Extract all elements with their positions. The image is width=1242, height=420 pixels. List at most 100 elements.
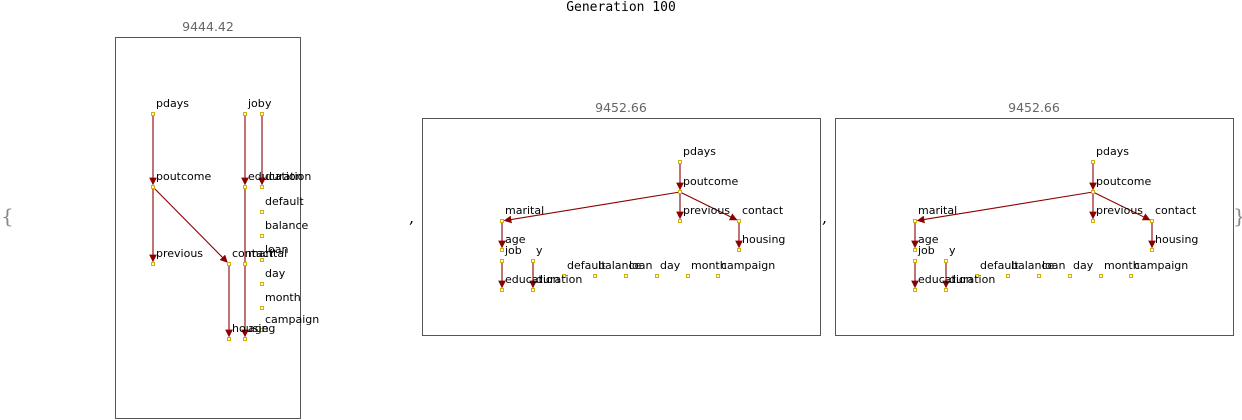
node-balance [1006,274,1010,278]
node-y [260,112,264,116]
node-contact [1150,219,1154,223]
node-label-housing: housing [232,322,275,335]
network-2-frame [422,118,821,336]
node-label-pdays: pdays [156,97,189,110]
node-duration [260,185,264,189]
node-default [562,274,566,278]
node-job [913,259,917,263]
network-2-score: 9452.66 [595,100,647,115]
node-label-previous: previous [683,204,730,217]
edge-poutcome-to-marital [916,191,1094,224]
node-label-month: month [265,291,301,304]
node-label-contact: contact [1155,204,1197,217]
node-label-pdays: pdays [1096,145,1129,158]
node-marital [243,262,247,266]
node-pdays [151,112,155,116]
node-label-campaign: campaign [721,259,775,272]
node-label-previous: previous [1096,204,1143,217]
node-job [500,259,504,263]
network-2: pdays poutcome marital previous contact age ho… [498,145,785,292]
node-balance [593,274,597,278]
open-brace: { [1,204,14,228]
node-label-poutcome: poutcome [683,175,738,188]
edge-poutcome-to-contact [1092,191,1151,221]
node-y [944,259,948,263]
node-housing [227,337,231,341]
node-label-month: month [691,259,727,272]
network-3-score: 9452.66 [1008,100,1060,115]
node-label-loan: loan [265,243,289,256]
node-poutcome [678,190,682,194]
node-label-balance: balance [265,219,309,232]
network-3-frame [835,118,1234,336]
node-age [913,248,917,252]
node-education [500,288,504,292]
node-marital [500,219,504,223]
node-housing [1150,248,1154,252]
node-label-marital: marital [918,204,957,217]
node-marital [913,219,917,223]
node-y [531,259,535,263]
node-label-previous: previous [156,247,203,260]
node-label-housing: housing [742,233,785,246]
node-default [260,210,264,214]
node-poutcome [1091,190,1095,194]
node-campaign [1129,274,1133,278]
node-label-education: education [918,273,973,286]
node-label-pdays: pdays [683,145,716,158]
node-label-age: age [505,233,526,246]
separator-comma-1: , [409,208,415,227]
node-label-education: education [505,273,560,286]
node-label-marital: marital [248,247,287,260]
node-label-age: age [918,233,939,246]
node-label-duration: duration [949,273,995,286]
node-label-campaign: campaign [1134,259,1188,272]
node-month [1099,274,1103,278]
generation-title: Generation 100 [566,0,676,15]
node-label-default: default [265,195,304,208]
edge-poutcome-to-contact [679,191,738,221]
node-day [260,282,264,286]
node-previous [678,219,682,223]
node-label-y: y [265,97,272,110]
edge-poutcome-to-marital [503,191,681,224]
node-age [500,248,504,252]
node-label-duration: duration [536,273,582,286]
node-duration [531,288,535,292]
node-pdays [678,160,682,164]
network-3: pdays poutcome marital previous contact age ho… [911,145,1198,292]
node-label-day: day [1073,259,1094,272]
node-label-loan: loan [629,259,653,272]
node-education [243,185,247,189]
node-label-contact: contact [232,247,274,260]
node-label-balance: balance [1011,259,1055,272]
node-label-marital: marital [505,204,544,217]
network-1-score: 9444.42 [182,19,234,34]
close-brace: } [1233,204,1242,228]
node-month [260,306,264,310]
node-campaign [716,274,720,278]
node-default [975,274,979,278]
node-education [913,288,917,292]
node-day [1068,274,1072,278]
node-label-poutcome: poutcome [156,170,211,183]
node-label-poutcome: poutcome [1096,175,1151,188]
node-job [243,112,247,116]
node-label-default: default [980,259,1019,272]
node-poutcome [151,185,155,189]
network-1-frame [115,37,301,419]
node-label-month: month [1104,259,1140,272]
node-label-contact: contact [742,204,784,217]
node-previous [151,262,155,266]
separator-comma-2: , [822,208,828,227]
node-label-day: day [660,259,681,272]
node-day [655,274,659,278]
node-loan [624,274,628,278]
node-label-job: job [917,244,935,257]
node-pdays [1091,160,1095,164]
node-label-y: y [536,244,543,257]
node-contact [737,219,741,223]
node-previous [1091,219,1095,223]
node-label-job: job [247,97,265,110]
